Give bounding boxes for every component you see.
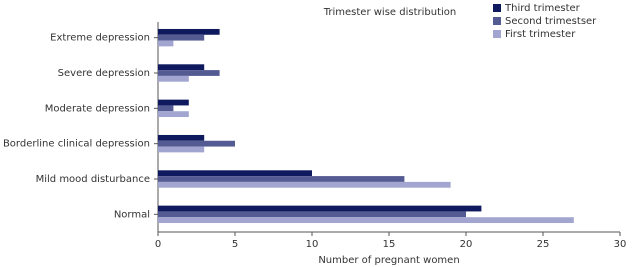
legend-swatch (493, 4, 501, 12)
y-tick-label: Borderline clinical depression (3, 139, 150, 150)
x-tick-label: 30 (614, 239, 627, 250)
legend-label: Second trimestser (505, 16, 597, 27)
legend-swatch (493, 17, 501, 25)
y-tick-label: Severe depression (58, 68, 150, 79)
bar (158, 70, 220, 76)
chart-title: Trimester wise distribution (323, 7, 456, 18)
bar (158, 205, 482, 212)
bar (158, 75, 189, 82)
bar (158, 34, 205, 41)
bar (158, 134, 205, 141)
x-axis-label: Number of pregnant women (318, 255, 459, 266)
legend-label: Third trimester (504, 3, 581, 14)
x-tick-label: 5 (232, 239, 238, 250)
bar (158, 40, 174, 47)
y-tick-label: Extreme depression (50, 33, 150, 44)
bar (158, 217, 574, 224)
bar (158, 140, 235, 147)
x-tick-label: 15 (383, 239, 396, 250)
x-tick-label: 20 (460, 239, 473, 250)
y-tick-label: Moderate depression (45, 103, 150, 114)
legend-swatch (493, 30, 501, 38)
legend-label: First trimester (505, 29, 576, 40)
bar (158, 170, 312, 177)
x-tick-label: 0 (155, 239, 161, 250)
x-tick-label: 25 (537, 239, 550, 250)
bar (158, 111, 189, 118)
bar (158, 211, 466, 218)
bar (158, 176, 405, 182)
x-tick-label: 10 (306, 239, 319, 250)
bar (158, 99, 189, 106)
bar (158, 64, 205, 71)
y-tick-label: Normal (114, 209, 150, 220)
y-tick-label: Mild mood disturbance (36, 174, 150, 185)
bar (158, 28, 220, 35)
bar (158, 146, 205, 153)
bar (158, 181, 451, 188)
bar (158, 105, 174, 112)
